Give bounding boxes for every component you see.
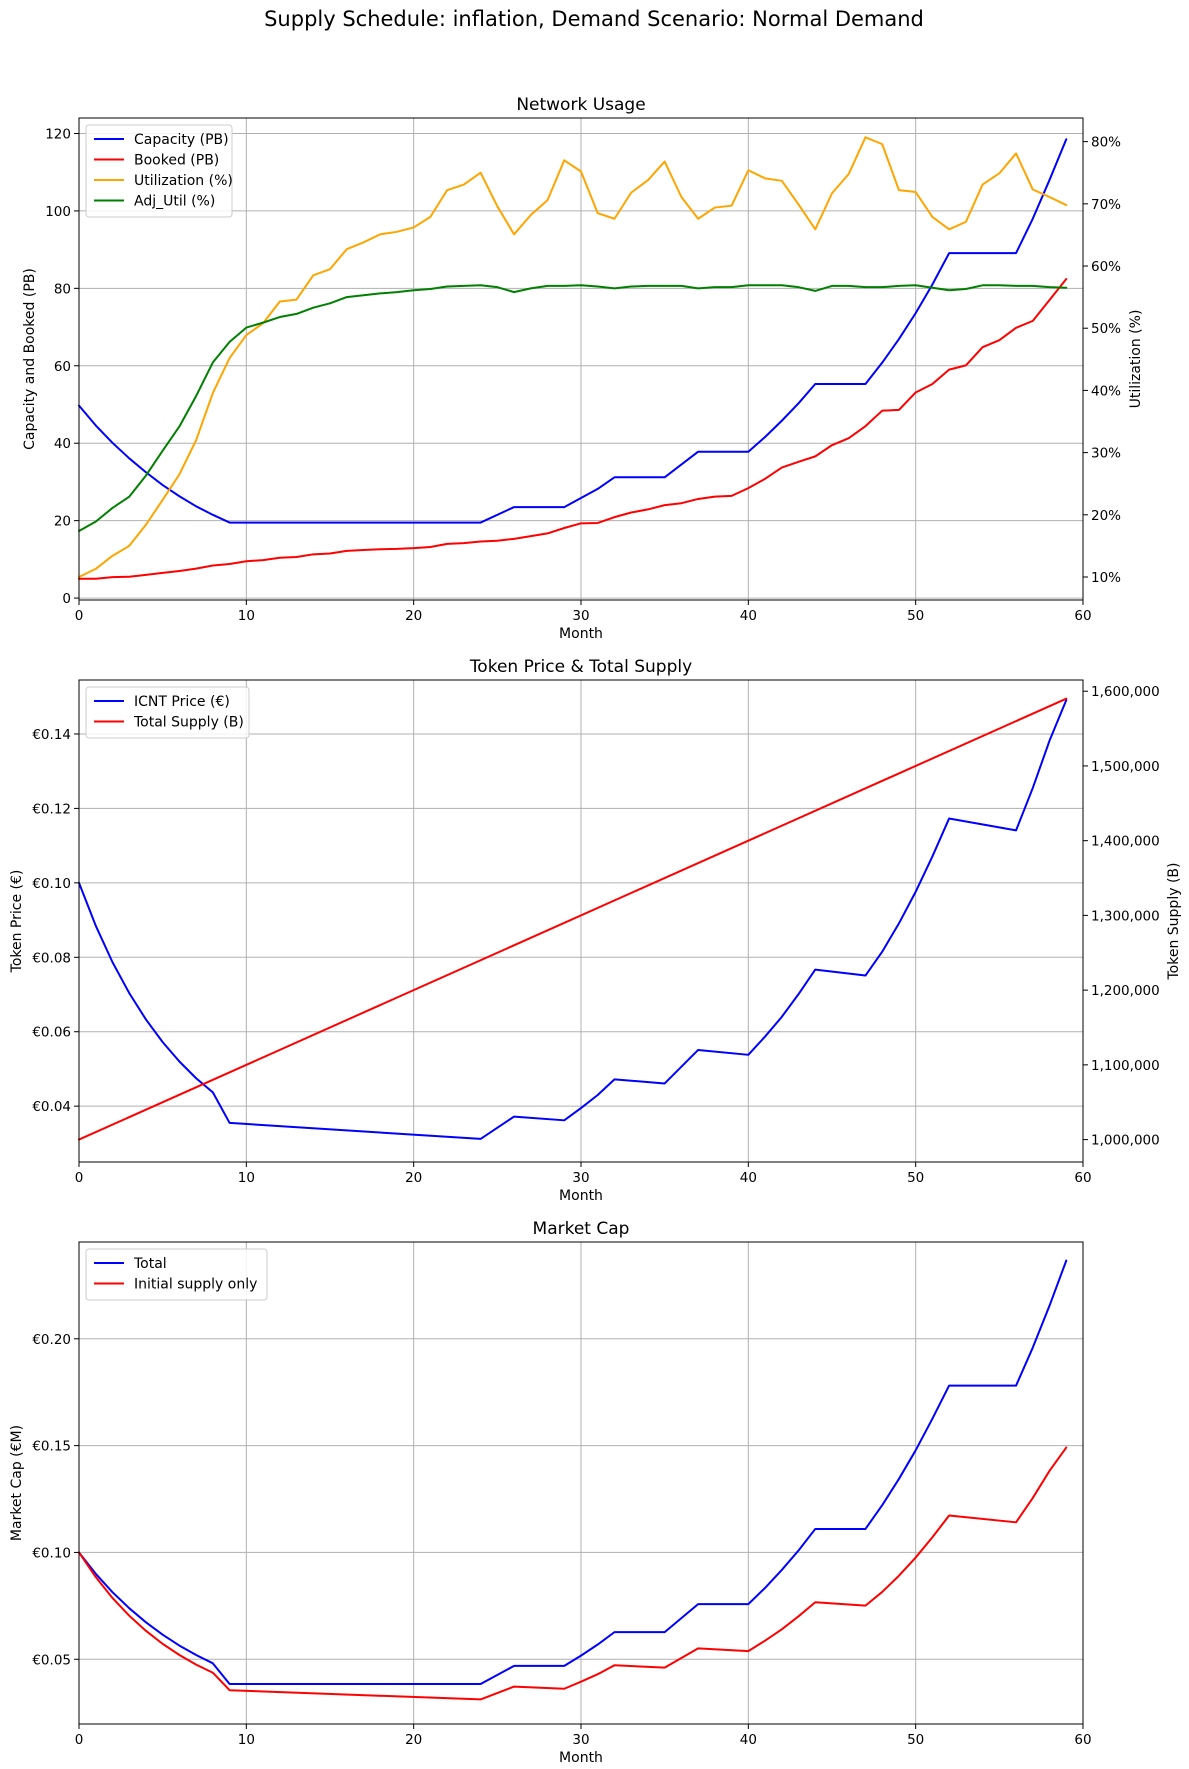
y-axis-label: Market Cap (€M) — [9, 1425, 25, 1541]
x-tick-label: 10 — [238, 608, 255, 624]
x-tick-label: 10 — [238, 1170, 255, 1186]
y2-tick-label: 40% — [1091, 383, 1121, 399]
y2-tick-label: 1,500,000 — [1091, 759, 1160, 775]
y2-tick-label: 1,600,000 — [1091, 684, 1160, 700]
figure-title: Supply Schedule: inflation, Demand Scena… — [264, 7, 924, 31]
x-tick-label: 20 — [405, 1732, 422, 1748]
y-tick-label: €0.06 — [32, 1025, 71, 1041]
x-tick-label: 30 — [572, 1170, 589, 1186]
x-axis-label: Month — [559, 1188, 603, 1204]
x-tick-label: 0 — [75, 1732, 84, 1748]
legend-box — [85, 686, 250, 739]
chart-panel-3: 0 10 20 30 40 50 60 €0.05 €0.10 €0.15 €0.20 Market … — [9, 1219, 1092, 1766]
x-tick-label: 60 — [1074, 1170, 1091, 1186]
x-tick-label: 50 — [907, 1170, 924, 1186]
x-tick-label: 40 — [740, 1732, 757, 1748]
y-tick-label: €0.04 — [32, 1099, 71, 1115]
y-tick-label: 0 — [62, 591, 71, 607]
y-tick-label: 100 — [45, 204, 71, 220]
series-line-adj-util — [78, 284, 1068, 532]
legend-label: Total — [133, 1256, 167, 1272]
legend: ICNT Price (€) Total Supply (B) — [85, 686, 250, 739]
y-tick-label: €0.20 — [32, 1332, 71, 1348]
legend-box — [85, 1248, 268, 1301]
x-tick-label: 20 — [405, 1170, 422, 1186]
y-tick-label: 40 — [54, 436, 71, 452]
y2-tick-label: 1,200,000 — [1091, 983, 1160, 999]
y-tick-label: €0.10 — [32, 876, 71, 892]
y-tick-label: €0.14 — [32, 727, 71, 743]
y-tick-label: €0.15 — [32, 1439, 71, 1455]
y2-tick-label: 20% — [1091, 508, 1121, 524]
x-tick-label: 40 — [740, 1170, 757, 1186]
y2-tick-label: 1,000,000 — [1091, 1133, 1160, 1149]
x-tick-label: 0 — [75, 1170, 84, 1186]
y2-tick-label: 1,100,000 — [1091, 1058, 1160, 1074]
x-tick-label: 0 — [75, 608, 84, 624]
legend-label: Utilization (%) — [134, 173, 233, 189]
series-line-total-supply-b — [78, 697, 1068, 1141]
x-tick-label: 40 — [740, 608, 757, 624]
panel-title: Token Price & Total Supply — [469, 657, 692, 677]
series-line-initial-supply-only — [78, 1446, 1068, 1701]
y2-axis-label: Utilization (%) — [1128, 310, 1144, 409]
x-tick-label: 30 — [572, 608, 589, 624]
series-line-capacity-pb — [78, 138, 1068, 524]
chart-panel-2: 0 10 20 30 40 50 60 €0.04 €0.06 €0.08 €0.10 €0.12 €0… — [9, 657, 1182, 1204]
legend-label: Capacity (PB) — [134, 132, 229, 148]
x-tick-label: 50 — [907, 1732, 924, 1748]
x-axis-label: Month — [559, 1750, 603, 1766]
y2-axis-label: Token Supply (B) — [1166, 863, 1182, 981]
x-tick-label: 30 — [572, 1732, 589, 1748]
chart-panel-1: 0 10 20 30 40 50 60 0 20 40 60 80 100 120 10% 20% 30% 40%… — [22, 95, 1144, 642]
legend: Total Initial supply only — [85, 1248, 268, 1301]
series-line-icnt-price — [78, 699, 1068, 1140]
y-tick-label: 60 — [54, 359, 71, 375]
series-line-total — [78, 1259, 1068, 1686]
x-tick-label: 50 — [907, 608, 924, 624]
y2-tick-label: 60% — [1091, 259, 1121, 275]
x-tick-label: 20 — [405, 608, 422, 624]
y-axis-label: Capacity and Booked (PB) — [22, 268, 38, 450]
y2-tick-label: 70% — [1091, 197, 1121, 213]
y-tick-label: €0.12 — [32, 801, 71, 817]
y-tick-label: 80 — [54, 281, 71, 297]
y2-tick-label: 1,400,000 — [1091, 834, 1160, 850]
y-tick-label: €0.05 — [32, 1652, 71, 1668]
legend-box — [85, 124, 233, 218]
y-tick-label: €0.08 — [32, 950, 71, 966]
y2-tick-label: 30% — [1091, 446, 1121, 462]
y2-tick-label: 10% — [1091, 570, 1121, 586]
y2-tick-label: 1,300,000 — [1091, 908, 1160, 924]
y2-tick-label: 50% — [1091, 321, 1121, 337]
legend: Capacity (PB) Booked (PB) Utilization (%) A… — [85, 124, 233, 218]
x-tick-label: 60 — [1074, 1732, 1091, 1748]
y2-tick-label: 80% — [1091, 135, 1121, 151]
series-line-booked-pb — [78, 278, 1068, 580]
y-tick-label: 120 — [45, 126, 71, 142]
legend-label: Booked (PB) — [134, 153, 219, 169]
panel-title: Market Cap — [533, 1219, 630, 1239]
legend-label: ICNT Price (€) — [134, 694, 230, 710]
series-line-utilization — [78, 136, 1068, 578]
legend-label: Adj_Util (%) — [134, 194, 215, 210]
legend-label: Initial supply only — [134, 1277, 257, 1293]
y-tick-label: 20 — [54, 514, 71, 530]
y-tick-label: €0.10 — [32, 1545, 71, 1561]
legend-label: Total Supply (B) — [133, 715, 244, 731]
panel-title: Network Usage — [516, 95, 645, 115]
x-tick-label: 60 — [1074, 608, 1091, 624]
x-tick-label: 10 — [238, 1732, 255, 1748]
y-axis-label: Token Price (€) — [9, 870, 25, 974]
x-axis-label: Month — [559, 626, 603, 642]
